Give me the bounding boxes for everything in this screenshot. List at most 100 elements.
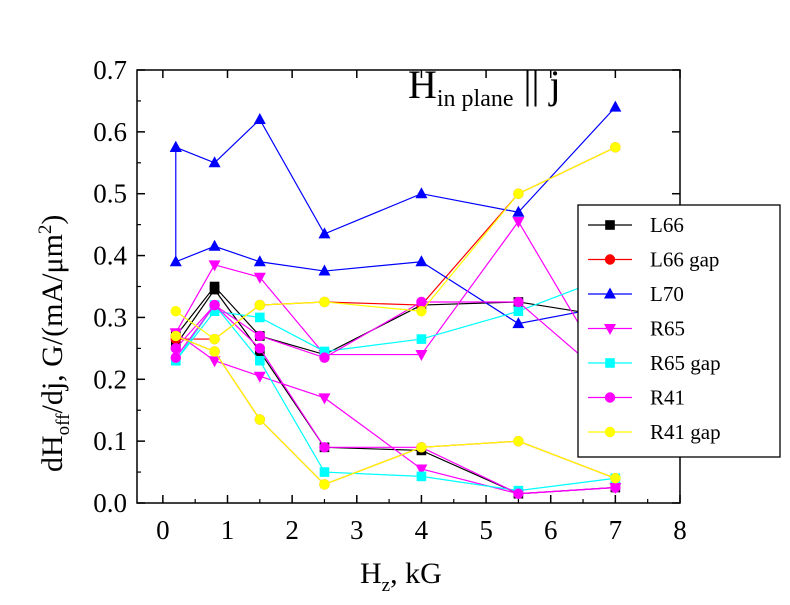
data-point-r41 [610, 482, 621, 493]
series-l66-gap [170, 142, 621, 490]
legend-label-r41: R41 [650, 386, 685, 410]
data-point-l70 [253, 112, 266, 124]
data-point-r65 [253, 371, 266, 383]
series-line-l66 [175, 285, 616, 356]
data-point-r41 [254, 330, 266, 342]
series-line-l70 [175, 106, 616, 235]
data-point-r65 [415, 350, 428, 362]
legend-label-r41-gap: R41 gap [650, 420, 721, 444]
data-point-r41-gap [254, 414, 266, 425]
series-line-r41-gap [175, 335, 616, 486]
legend-item-r65-gap: R65 gap [588, 351, 721, 375]
data-point-l70 [415, 187, 428, 199]
data-point-r41-gap [170, 306, 181, 317]
data-point-r65-gap [513, 306, 524, 317]
data-point-r65-gap [319, 467, 330, 477]
x-tick-label: 4 [415, 515, 429, 545]
data-point-r41-gap [209, 346, 220, 357]
data-point-r41 [319, 352, 330, 363]
x-tick-label: 5 [479, 515, 493, 545]
data-point-l70 [318, 227, 331, 239]
x-tick-label: 1 [221, 515, 235, 545]
data-point-r41 [513, 296, 524, 308]
legend-label-l66: L66 [650, 213, 684, 237]
data-point-l70 [169, 140, 182, 152]
data-point-l70 [318, 264, 331, 276]
legend-marker-l66-gap [604, 254, 616, 265]
y-tick-label: 0.3 [93, 302, 127, 332]
legend: L66 L66 gap L70 R65 R65 gap R41 R41 gap [577, 204, 781, 458]
data-point-r65-gap [416, 334, 427, 344]
data-point-r65 [318, 393, 331, 405]
data-point-r41-gap [513, 435, 524, 447]
data-point-l70 [253, 255, 266, 267]
y-tick-label: 0.6 [93, 117, 127, 147]
annotation-rest: || j [514, 62, 561, 107]
legend-item-l70: L70 [588, 282, 684, 306]
x-tick-label: 3 [350, 515, 364, 545]
series-line-l66-gap [175, 335, 616, 486]
data-point-r41-gap [416, 306, 427, 317]
series-r65-gap [170, 269, 621, 496]
data-point-r41-gap [319, 479, 330, 490]
series-r41 [170, 296, 621, 499]
data-point-l70 [609, 100, 622, 112]
data-point-r41 [513, 488, 524, 499]
x-axis-label-rest: , kG [390, 557, 442, 590]
data-point-r41-gap [610, 142, 621, 153]
chart-annotation: Hin plane || j [408, 62, 561, 112]
series-line-r65 [175, 332, 616, 495]
data-point-r41-gap [513, 188, 524, 199]
data-point-l70 [208, 156, 221, 168]
series-layer [169, 100, 622, 501]
data-point-r65 [415, 464, 428, 476]
data-point-r41-gap [254, 299, 266, 311]
legend-item-r65: R65 [588, 317, 685, 341]
legend-label-l66-gap: L66 gap [650, 248, 719, 272]
legend-item-l66-gap: L66 gap [588, 248, 719, 272]
data-point-r65-gap [319, 346, 330, 357]
data-point-r41-gap [416, 442, 427, 453]
y-tick-label: 0.0 [93, 488, 127, 518]
data-point-r41-gap [610, 473, 621, 484]
data-point-r41 [254, 343, 266, 354]
legend-item-r41: R41 [588, 386, 685, 410]
y-tick-label: 0.2 [93, 364, 127, 394]
y-tick-label: 0.5 [93, 179, 127, 209]
annotation-sub: in plane [437, 86, 514, 112]
series-line-r41 [175, 304, 616, 495]
annotation-main: H [408, 62, 437, 107]
legend-label-l70: L70 [650, 282, 684, 306]
y-tick-label: 0.1 [93, 426, 127, 456]
legend-marker-r65 [604, 324, 616, 335]
legend-marker-r65-gap [605, 358, 615, 368]
data-point-l70 [512, 317, 525, 329]
x-tick-label: 7 [609, 515, 623, 545]
series-line-r41-gap [175, 146, 616, 340]
x-axis-label-main: H [360, 557, 382, 590]
x-tick-label: 6 [544, 515, 558, 545]
legend-marker-r41 [604, 392, 616, 403]
legend-item-l66: L66 [588, 213, 684, 237]
data-point-r41 [209, 299, 220, 311]
legend-marker-l66 [605, 220, 615, 230]
data-point-l70 [512, 205, 525, 217]
x-tick-label: 8 [673, 515, 687, 545]
series-line-r65-gap [175, 304, 616, 492]
data-point-r41-gap [170, 330, 181, 342]
data-point-r41 [170, 352, 181, 363]
y-axis-label-a: dH [36, 435, 69, 472]
data-point-r65 [253, 272, 266, 284]
x-axis-label: Hz, kG [360, 557, 442, 596]
data-point-r65-gap [416, 471, 427, 482]
data-point-l70 [169, 255, 182, 267]
data-point-l70 [208, 239, 221, 251]
data-point-r41 [319, 442, 330, 453]
data-point-r65-gap [255, 355, 265, 366]
data-point-l70 [415, 255, 428, 267]
data-point-r65 [512, 217, 525, 229]
data-point-r41 [416, 296, 427, 308]
legend-marker-l70 [604, 287, 616, 299]
